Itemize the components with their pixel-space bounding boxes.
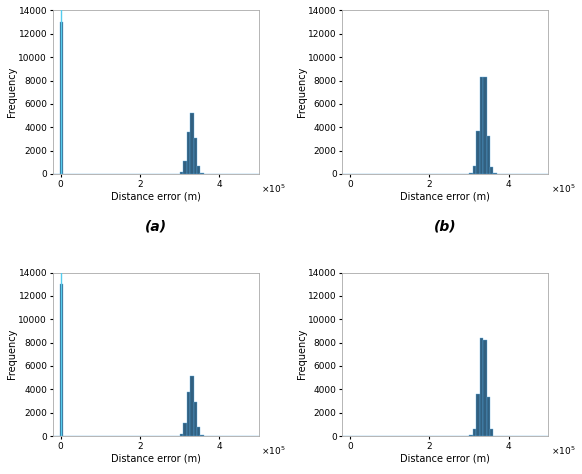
Bar	[476, 131, 480, 174]
Bar	[187, 392, 190, 436]
Bar	[476, 394, 480, 436]
X-axis label: Distance error (m): Distance error (m)	[400, 454, 490, 464]
X-axis label: Distance error (m): Distance error (m)	[111, 454, 201, 464]
Text: $\times10^5$: $\times10^5$	[261, 445, 285, 457]
Bar	[194, 402, 197, 436]
Text: $\times10^5$: $\times10^5$	[261, 183, 285, 195]
Bar	[473, 165, 476, 174]
Bar	[490, 428, 494, 436]
Bar	[480, 76, 483, 174]
Bar	[470, 173, 473, 174]
Bar	[483, 339, 487, 436]
Bar	[487, 397, 490, 436]
Text: $\times10^5$: $\times10^5$	[551, 445, 575, 457]
Bar	[473, 428, 476, 436]
Bar	[197, 427, 200, 436]
Bar	[487, 136, 490, 174]
Bar	[59, 22, 63, 174]
Y-axis label: Frequency: Frequency	[297, 329, 307, 380]
Y-axis label: Frequency: Frequency	[297, 67, 307, 118]
Bar	[59, 284, 63, 436]
Bar	[494, 173, 497, 174]
Bar	[190, 113, 194, 174]
Bar	[200, 435, 204, 436]
Bar	[183, 423, 187, 436]
Bar	[197, 165, 200, 174]
Y-axis label: Frequency: Frequency	[7, 329, 17, 380]
Text: $\times10^5$: $\times10^5$	[551, 183, 575, 195]
Bar	[180, 173, 183, 174]
X-axis label: Distance error (m): Distance error (m)	[111, 191, 201, 201]
Bar	[183, 161, 187, 174]
Bar	[480, 337, 483, 436]
Bar	[200, 173, 204, 174]
Text: (b): (b)	[434, 220, 457, 234]
Bar	[180, 434, 183, 436]
Y-axis label: Frequency: Frequency	[7, 67, 17, 118]
Text: (a): (a)	[145, 220, 167, 234]
Bar	[483, 77, 487, 174]
Bar	[190, 375, 194, 436]
Bar	[194, 138, 197, 174]
Bar	[187, 132, 190, 174]
X-axis label: Distance error (m): Distance error (m)	[400, 191, 490, 201]
Bar	[490, 167, 494, 174]
